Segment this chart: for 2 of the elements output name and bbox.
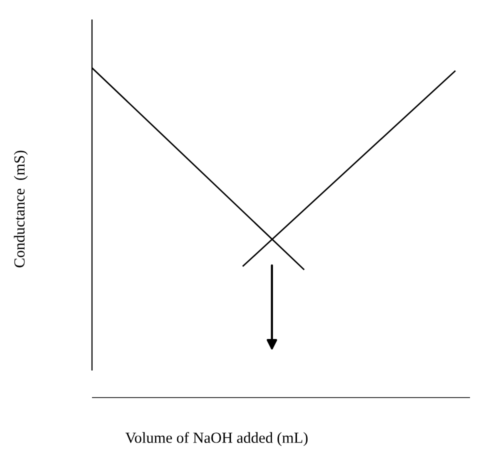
- y-axis-title: Conductance (mS): [14, 150, 28, 268]
- x-axis-title: Volume of NaOH added (mL): [125, 432, 308, 446]
